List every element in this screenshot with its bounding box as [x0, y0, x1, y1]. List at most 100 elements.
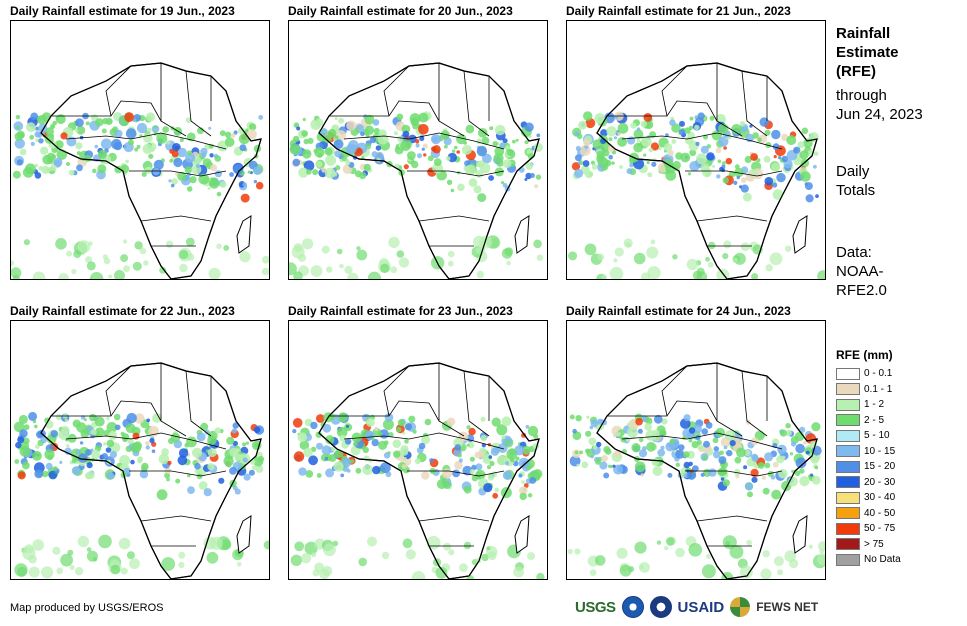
country-border — [140, 515, 212, 522]
legend-swatch — [836, 522, 860, 535]
country-border — [185, 70, 212, 137]
legend-label: 15 - 20 — [864, 461, 896, 472]
rainfall-field — [13, 411, 269, 579]
madagascar-outline — [514, 515, 530, 554]
country-border — [607, 100, 718, 122]
legend-swatch — [836, 538, 860, 550]
rainfall-map — [10, 20, 270, 280]
legend-swatch — [836, 491, 860, 504]
country-border — [716, 363, 743, 437]
rainfall-map — [288, 20, 548, 280]
legend-swatch — [836, 507, 860, 519]
country-border — [696, 515, 768, 522]
legend-label: > 75 — [864, 538, 884, 550]
country-border — [438, 63, 465, 137]
madagascar-outline — [236, 515, 252, 554]
country-border — [741, 70, 768, 137]
legend-swatch — [836, 367, 860, 380]
madagascar-outline — [514, 215, 530, 254]
africa-map-svg — [568, 62, 825, 279]
credit-text: Map produced by USGS/EROS — [10, 602, 164, 614]
country-border — [607, 400, 718, 422]
legend-swatch — [836, 398, 860, 411]
panel-title: Daily Rainfall estimate for 22 Jun., 202… — [10, 304, 235, 318]
coastline — [318, 362, 540, 579]
country-border — [51, 100, 162, 122]
legend-label: No Data — [864, 554, 901, 565]
rainfall-field — [568, 111, 825, 279]
side-through: through Jun 24, 2023 — [836, 87, 923, 123]
panel-title: Daily Rainfall estimate for 23 Jun., 202… — [288, 304, 513, 318]
legend-item: 0 - 0.1 — [836, 366, 892, 381]
country-border — [140, 215, 212, 222]
panel-title: Daily Rainfall estimate for 24 Jun., 202… — [566, 304, 791, 318]
legend-label: 0 - 0.1 — [864, 368, 893, 379]
legend-item: 1 - 2 — [836, 397, 884, 412]
coastline — [596, 62, 818, 279]
country-border — [716, 63, 743, 137]
rainfall-map — [566, 320, 826, 580]
madagascar-outline — [236, 215, 252, 254]
africa-map-svg — [567, 362, 825, 579]
map-panel-2: Daily Rainfall estimate for 20 Jun., 202… — [288, 2, 548, 280]
country-border — [105, 65, 132, 117]
side-totals: Daily Totals — [836, 163, 876, 199]
legend-item: > 75 — [836, 537, 884, 552]
country-border — [407, 470, 505, 477]
legend-label: 40 - 50 — [864, 507, 896, 519]
legend-label: 20 - 30 — [864, 476, 896, 488]
legend-swatch — [836, 429, 860, 442]
map-panel-1: Daily Rainfall estimate for 19 Jun., 202… — [10, 2, 270, 280]
fews-globe-icon — [730, 597, 751, 617]
rainfall-map — [566, 20, 826, 280]
country-border — [51, 400, 162, 422]
country-border — [661, 65, 688, 117]
country-border — [463, 70, 490, 137]
country-border — [129, 170, 227, 177]
country-border — [160, 363, 187, 437]
africa-map-svg — [290, 362, 545, 579]
legend-item: 40 - 50 — [836, 506, 895, 521]
madagascar-outline — [792, 515, 808, 554]
legend-item: 30 - 40 — [836, 490, 895, 505]
country-border — [418, 215, 490, 222]
side-title: Rainfall Estimate (RFE) — [836, 25, 899, 80]
country-border — [696, 215, 768, 222]
rainfall-field — [11, 112, 269, 279]
usgs-logo: USGS — [575, 598, 616, 616]
legend-swatch — [836, 553, 860, 566]
legend-swatch — [836, 414, 860, 426]
coastline — [40, 62, 262, 279]
africa-map-svg — [11, 62, 269, 279]
coastline — [596, 362, 818, 579]
country-border — [621, 132, 783, 150]
country-border — [105, 365, 132, 417]
country-border — [661, 365, 688, 417]
map-panel-6: Daily Rainfall estimate for 24 Jun., 202… — [566, 302, 826, 580]
usaid-logo: USAID — [677, 598, 725, 616]
legend-item: 0.1 - 1 — [836, 382, 892, 397]
coastline — [40, 362, 262, 579]
country-border — [343, 132, 505, 150]
map-panel-5: Daily Rainfall estimate for 23 Jun., 202… — [288, 302, 548, 580]
madagascar-outline — [792, 215, 808, 254]
legend-item: 20 - 30 — [836, 475, 895, 490]
country-border — [685, 170, 783, 177]
legend-label: 2 - 5 — [864, 414, 885, 426]
country-border — [65, 432, 227, 450]
country-border — [185, 370, 212, 437]
rainfall-field — [289, 111, 544, 279]
country-border — [65, 132, 227, 150]
legend-title: RFE (mm) — [836, 348, 893, 362]
legend-swatch — [836, 476, 860, 488]
legend-swatch — [836, 460, 860, 473]
legend-label: 1 - 2 — [864, 399, 885, 410]
coastline — [318, 62, 540, 279]
rainfall-field — [567, 413, 825, 579]
map-panel-3: Daily Rainfall estimate for 21 Jun., 202… — [566, 2, 826, 280]
legend-item: 5 - 10 — [836, 428, 890, 443]
rainfall-map — [10, 320, 270, 580]
rainfall-map — [288, 320, 548, 580]
side-data-source: Data: NOAA- RFE2.0 — [836, 244, 887, 299]
country-border — [329, 100, 440, 122]
